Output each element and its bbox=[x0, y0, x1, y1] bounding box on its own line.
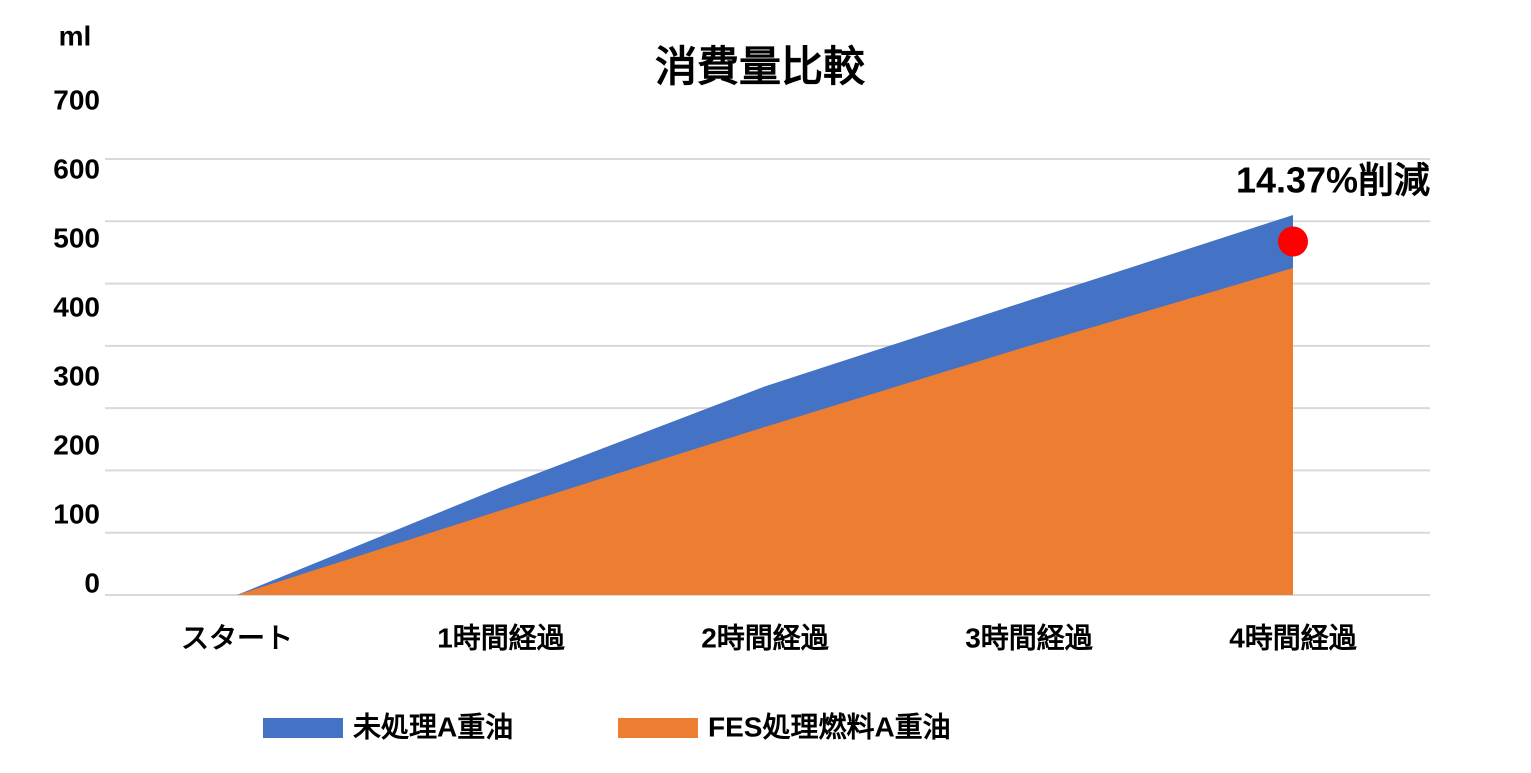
y-tick-label: 400 bbox=[53, 291, 100, 322]
y-tick-label: 500 bbox=[53, 222, 100, 253]
legend-swatch bbox=[263, 718, 343, 738]
chart-title: 消費量比較 bbox=[655, 43, 866, 90]
x-tick-label: 3時間経過 bbox=[965, 621, 1094, 653]
x-tick-label: 2時間経過 bbox=[701, 621, 830, 653]
y-tick-label: 300 bbox=[53, 360, 100, 391]
legend-label: FES処理燃料A重油 bbox=[708, 711, 951, 742]
y-tick-label: 200 bbox=[53, 429, 100, 460]
annotation: 14.37%削減 bbox=[1236, 160, 1430, 201]
y-tick-label: 600 bbox=[53, 153, 100, 184]
legend-label: 未処理A重油 bbox=[353, 711, 513, 742]
legend-swatch bbox=[618, 718, 698, 738]
y-axis-label: ml bbox=[59, 20, 92, 51]
y-tick-label: 700 bbox=[53, 84, 100, 115]
x-tick-label: スタート bbox=[181, 622, 293, 653]
annotation-marker bbox=[1278, 226, 1308, 257]
y-tick-label: 0 bbox=[84, 567, 100, 598]
area bbox=[237, 268, 1293, 595]
x-tick-label: 1時間経過 bbox=[437, 621, 566, 653]
x-tick-label: 4時間経過 bbox=[1229, 621, 1358, 653]
y-tick-label: 100 bbox=[53, 498, 100, 529]
